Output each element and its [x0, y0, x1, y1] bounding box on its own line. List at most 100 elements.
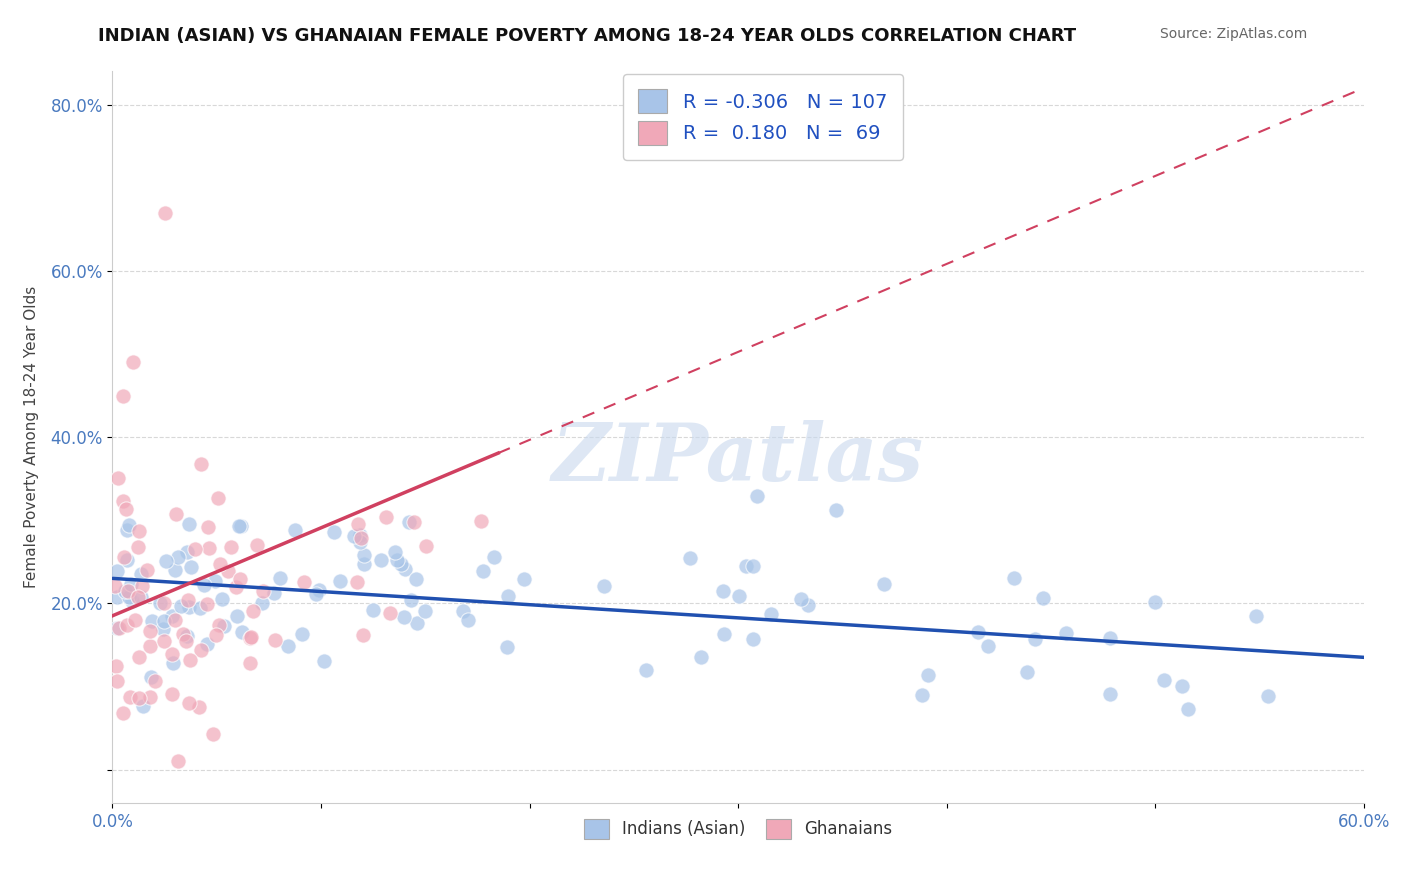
Point [214, 619, 236, 633]
Point [120, 577, 142, 591]
Point [405, 572, 427, 586]
Point [179, 653, 201, 667]
Point [385, 552, 408, 566]
Point [132, 698, 155, 713]
Point [1002, 571, 1025, 585]
Point [353, 549, 375, 563]
Point [201, 727, 224, 741]
Point [176, 629, 198, 643]
Point [177, 599, 200, 614]
Point [384, 544, 406, 558]
Point [347, 517, 370, 532]
Point [129, 591, 152, 605]
Point [114, 583, 136, 598]
Point [238, 631, 260, 645]
Point [346, 575, 368, 590]
Point [389, 558, 412, 572]
Point [172, 627, 194, 641]
Point [153, 205, 176, 219]
Point [353, 557, 375, 571]
Point [152, 614, 174, 628]
Point [250, 596, 273, 610]
Point [242, 604, 264, 618]
Point [398, 515, 420, 529]
Point [231, 625, 253, 640]
Point [118, 690, 141, 704]
Point [165, 507, 187, 521]
Point [759, 607, 782, 621]
Point [1171, 679, 1194, 693]
Point [790, 592, 813, 607]
Point [277, 639, 299, 653]
Point [240, 630, 263, 644]
Point [104, 659, 127, 673]
Point [728, 589, 751, 603]
Point [170, 599, 193, 613]
Point [228, 519, 250, 533]
Point [634, 663, 657, 677]
Point [392, 609, 415, 624]
Point [208, 557, 231, 571]
Point [470, 514, 492, 528]
Point [711, 583, 734, 598]
Point [103, 579, 125, 593]
Point [284, 523, 307, 537]
Point [322, 525, 344, 540]
Point [136, 563, 159, 577]
Point [745, 489, 768, 503]
Point [246, 538, 269, 552]
Point [229, 519, 252, 533]
Point [219, 540, 242, 554]
Point [118, 518, 141, 533]
Point [977, 639, 1000, 653]
Point [197, 520, 219, 534]
Point [352, 628, 374, 642]
Point [117, 583, 139, 598]
Point [187, 700, 209, 714]
Point [131, 567, 153, 582]
Point [107, 621, 129, 635]
Point [911, 688, 934, 702]
Point [155, 554, 177, 568]
Point [742, 558, 765, 573]
Point [124, 613, 146, 627]
Point [305, 587, 328, 601]
Point [167, 549, 190, 564]
Point [229, 572, 252, 586]
Point [349, 534, 371, 549]
Point [374, 509, 396, 524]
Point [128, 524, 150, 539]
Point [177, 696, 200, 710]
Point [139, 690, 162, 704]
Point [139, 670, 162, 684]
Point [713, 627, 735, 641]
Point [512, 572, 534, 586]
Point [190, 600, 212, 615]
Point [1257, 689, 1279, 703]
Point [105, 621, 128, 635]
Point [1099, 687, 1122, 701]
Point [143, 674, 166, 689]
Point [370, 553, 392, 567]
Point [152, 622, 174, 636]
Point [292, 574, 315, 589]
Point [193, 577, 215, 591]
Point [207, 491, 229, 505]
Point [402, 515, 425, 529]
Point [167, 754, 190, 768]
Point [197, 541, 219, 555]
Point [225, 580, 247, 594]
Y-axis label: Female Poverty Among 18-24 Year Olds: Female Poverty Among 18-24 Year Olds [24, 286, 39, 588]
Point [128, 650, 150, 665]
Point [308, 583, 330, 598]
Text: Source: ZipAtlas.com: Source: ZipAtlas.com [1160, 27, 1308, 41]
Point [190, 457, 212, 471]
Point [205, 628, 228, 642]
Point [179, 517, 201, 532]
Point [394, 562, 416, 576]
Point [1032, 591, 1054, 605]
Point [472, 564, 495, 578]
Point [111, 388, 134, 402]
Point [112, 706, 135, 721]
Point [1024, 632, 1046, 647]
